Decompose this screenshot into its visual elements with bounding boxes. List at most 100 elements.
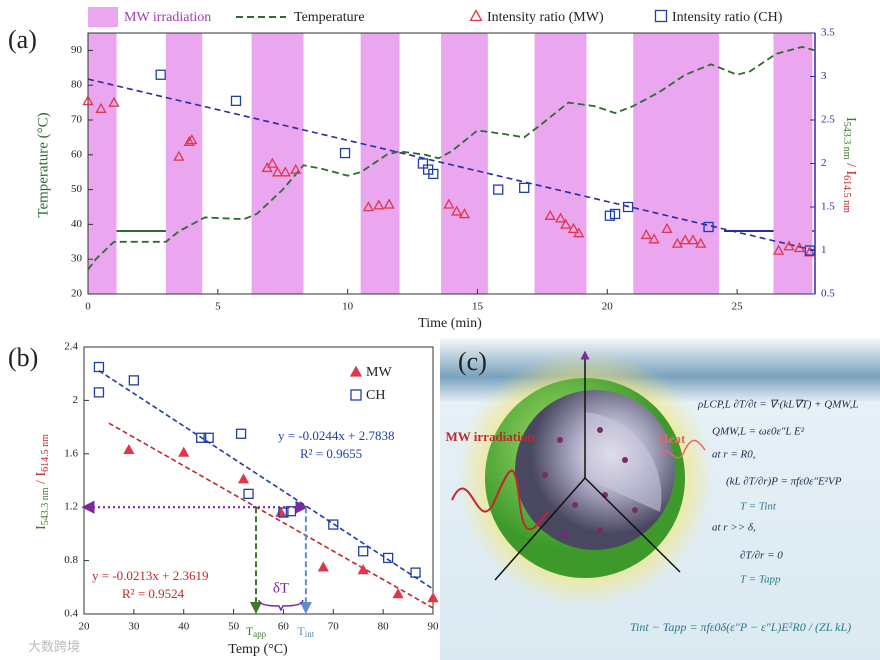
marker-square xyxy=(128,375,140,386)
y-tick-label: 20 xyxy=(71,288,83,300)
marker-triangle xyxy=(317,561,329,572)
marker-square xyxy=(235,428,247,439)
y2-axis-title: I543.3 nm / I614.5 nm xyxy=(841,117,858,213)
marker-triangle xyxy=(443,198,455,209)
marker-square xyxy=(382,552,394,564)
temperature-label: Tapp xyxy=(246,624,267,639)
marker-triangle xyxy=(279,166,291,177)
marker-square xyxy=(622,201,634,213)
legend-label: MW xyxy=(366,365,392,380)
marker-triangle xyxy=(671,237,683,248)
shaded-interval xyxy=(633,33,719,294)
fit-equation: y = -0.0244x + 2.7838 xyxy=(278,428,395,443)
marker-triangle xyxy=(82,95,94,106)
marker-triangle xyxy=(773,244,785,255)
marker-triangle xyxy=(362,201,375,212)
x-tick-label: 50 xyxy=(228,621,240,633)
legend-swatch xyxy=(88,7,118,27)
legend-label: MW irradiation xyxy=(124,10,211,25)
fit-line xyxy=(98,370,434,590)
y-tick-label: 70 xyxy=(71,114,83,126)
marker-triangle xyxy=(554,212,567,223)
marker-triangle xyxy=(648,233,660,244)
temperature-line xyxy=(87,45,816,271)
marker-triangle xyxy=(108,96,120,107)
fit-r2: R² = 0.9524 xyxy=(122,586,185,601)
y2-axis-title-part: 543.3 nm xyxy=(841,122,852,160)
legend-label: CH xyxy=(366,388,385,403)
y2-axis-title-part: 614.5 nm xyxy=(841,175,852,213)
temperature-label-part: T xyxy=(297,624,305,638)
temperature-label-part: app xyxy=(253,629,266,639)
y2-tick-label: 2 xyxy=(821,157,827,169)
marker-square xyxy=(243,488,254,500)
y-axis-title: I543.3 nm / I614.5 nm xyxy=(34,434,51,530)
mw-label: MW irradiation xyxy=(446,429,536,444)
axis-line xyxy=(584,477,681,573)
y-axis-title: Temperature (°C) xyxy=(35,112,51,217)
marker-square xyxy=(203,432,214,443)
equation: ∂T/∂r = 0 xyxy=(740,550,783,562)
equation: ρLCP,L ∂T/∂t = ∇·(kL∇T) + QMW,L xyxy=(697,399,858,411)
shaded-interval xyxy=(534,33,587,294)
y-tick-label: 40 xyxy=(71,218,83,230)
marker-square xyxy=(328,519,339,530)
x-tick-label: 60 xyxy=(278,621,290,633)
x-tick-label: 30 xyxy=(128,621,140,633)
equation: Tint − Tapp = πfε0δ(ε″P − ε″L)E²R0 / (ZL… xyxy=(630,620,851,634)
x-tick-label: 90 xyxy=(428,621,440,633)
legend-label: Intensity ratio (MW) xyxy=(487,10,604,25)
y2-tick-label: 1.5 xyxy=(821,201,835,213)
marker-square xyxy=(93,361,105,373)
y2-tick-label: 3 xyxy=(821,70,827,82)
x-tick-label: 25 xyxy=(732,301,744,313)
marker-square xyxy=(155,69,166,80)
mw-wave xyxy=(451,469,549,531)
marker-triangle xyxy=(793,242,806,253)
marker-triangle xyxy=(573,227,585,238)
y2-tick-label: 0.5 xyxy=(821,288,835,300)
heat-label: Heat xyxy=(659,431,686,446)
x-tick-label: 5 xyxy=(215,301,221,313)
marker-triangle xyxy=(266,157,278,168)
y-axis-title-part: / I xyxy=(34,472,49,488)
equation: T = Tint xyxy=(740,501,777,513)
shaded-interval xyxy=(251,33,304,294)
x-tick-label: 20 xyxy=(602,301,614,313)
fit-line xyxy=(87,78,816,252)
marker-triangle xyxy=(544,209,556,220)
watermark: 大数跨境 xyxy=(28,639,80,654)
marker-triangle xyxy=(290,163,302,174)
equation: at r >> δ, xyxy=(712,522,756,534)
y-tick-label: 2.4 xyxy=(64,341,78,353)
marker-triangle xyxy=(687,234,699,245)
marker-triangle xyxy=(640,229,652,240)
y-axis-title-part: 543.3 nm xyxy=(40,487,51,525)
y-tick-label: 50 xyxy=(71,183,83,195)
y-tick-label: 1.6 xyxy=(64,447,78,459)
y-tick-label: 2 xyxy=(73,394,79,406)
marker-square xyxy=(339,147,351,159)
plot-frame xyxy=(83,346,434,615)
diagram: MW irradiation Heat (c) ρLCP,L ∂T/∂t = ∇… xyxy=(440,338,880,660)
panel-label: (b) xyxy=(8,343,38,372)
y2-tick-label: 2.5 xyxy=(821,114,835,126)
marker-square xyxy=(417,158,429,169)
marker-triangle xyxy=(123,443,135,455)
marker-triangle xyxy=(275,506,287,517)
shaded-interval xyxy=(88,33,117,294)
shaded-interval xyxy=(360,33,400,294)
marker-triangle xyxy=(183,135,195,147)
temperature-label-part: T xyxy=(246,624,254,638)
y-tick-label: 0.4 xyxy=(64,608,78,620)
y2-axis-title-part: / I xyxy=(843,160,858,176)
y-tick-label: 30 xyxy=(71,253,83,265)
shaded-interval xyxy=(165,33,203,294)
y-axis-title-part: I xyxy=(34,525,49,530)
marker-triangle xyxy=(560,218,572,229)
panel-label: (a) xyxy=(8,25,37,54)
marker-triangle xyxy=(271,166,284,177)
x-tick-label: 0 xyxy=(85,301,91,313)
marker-triangle xyxy=(695,237,707,248)
